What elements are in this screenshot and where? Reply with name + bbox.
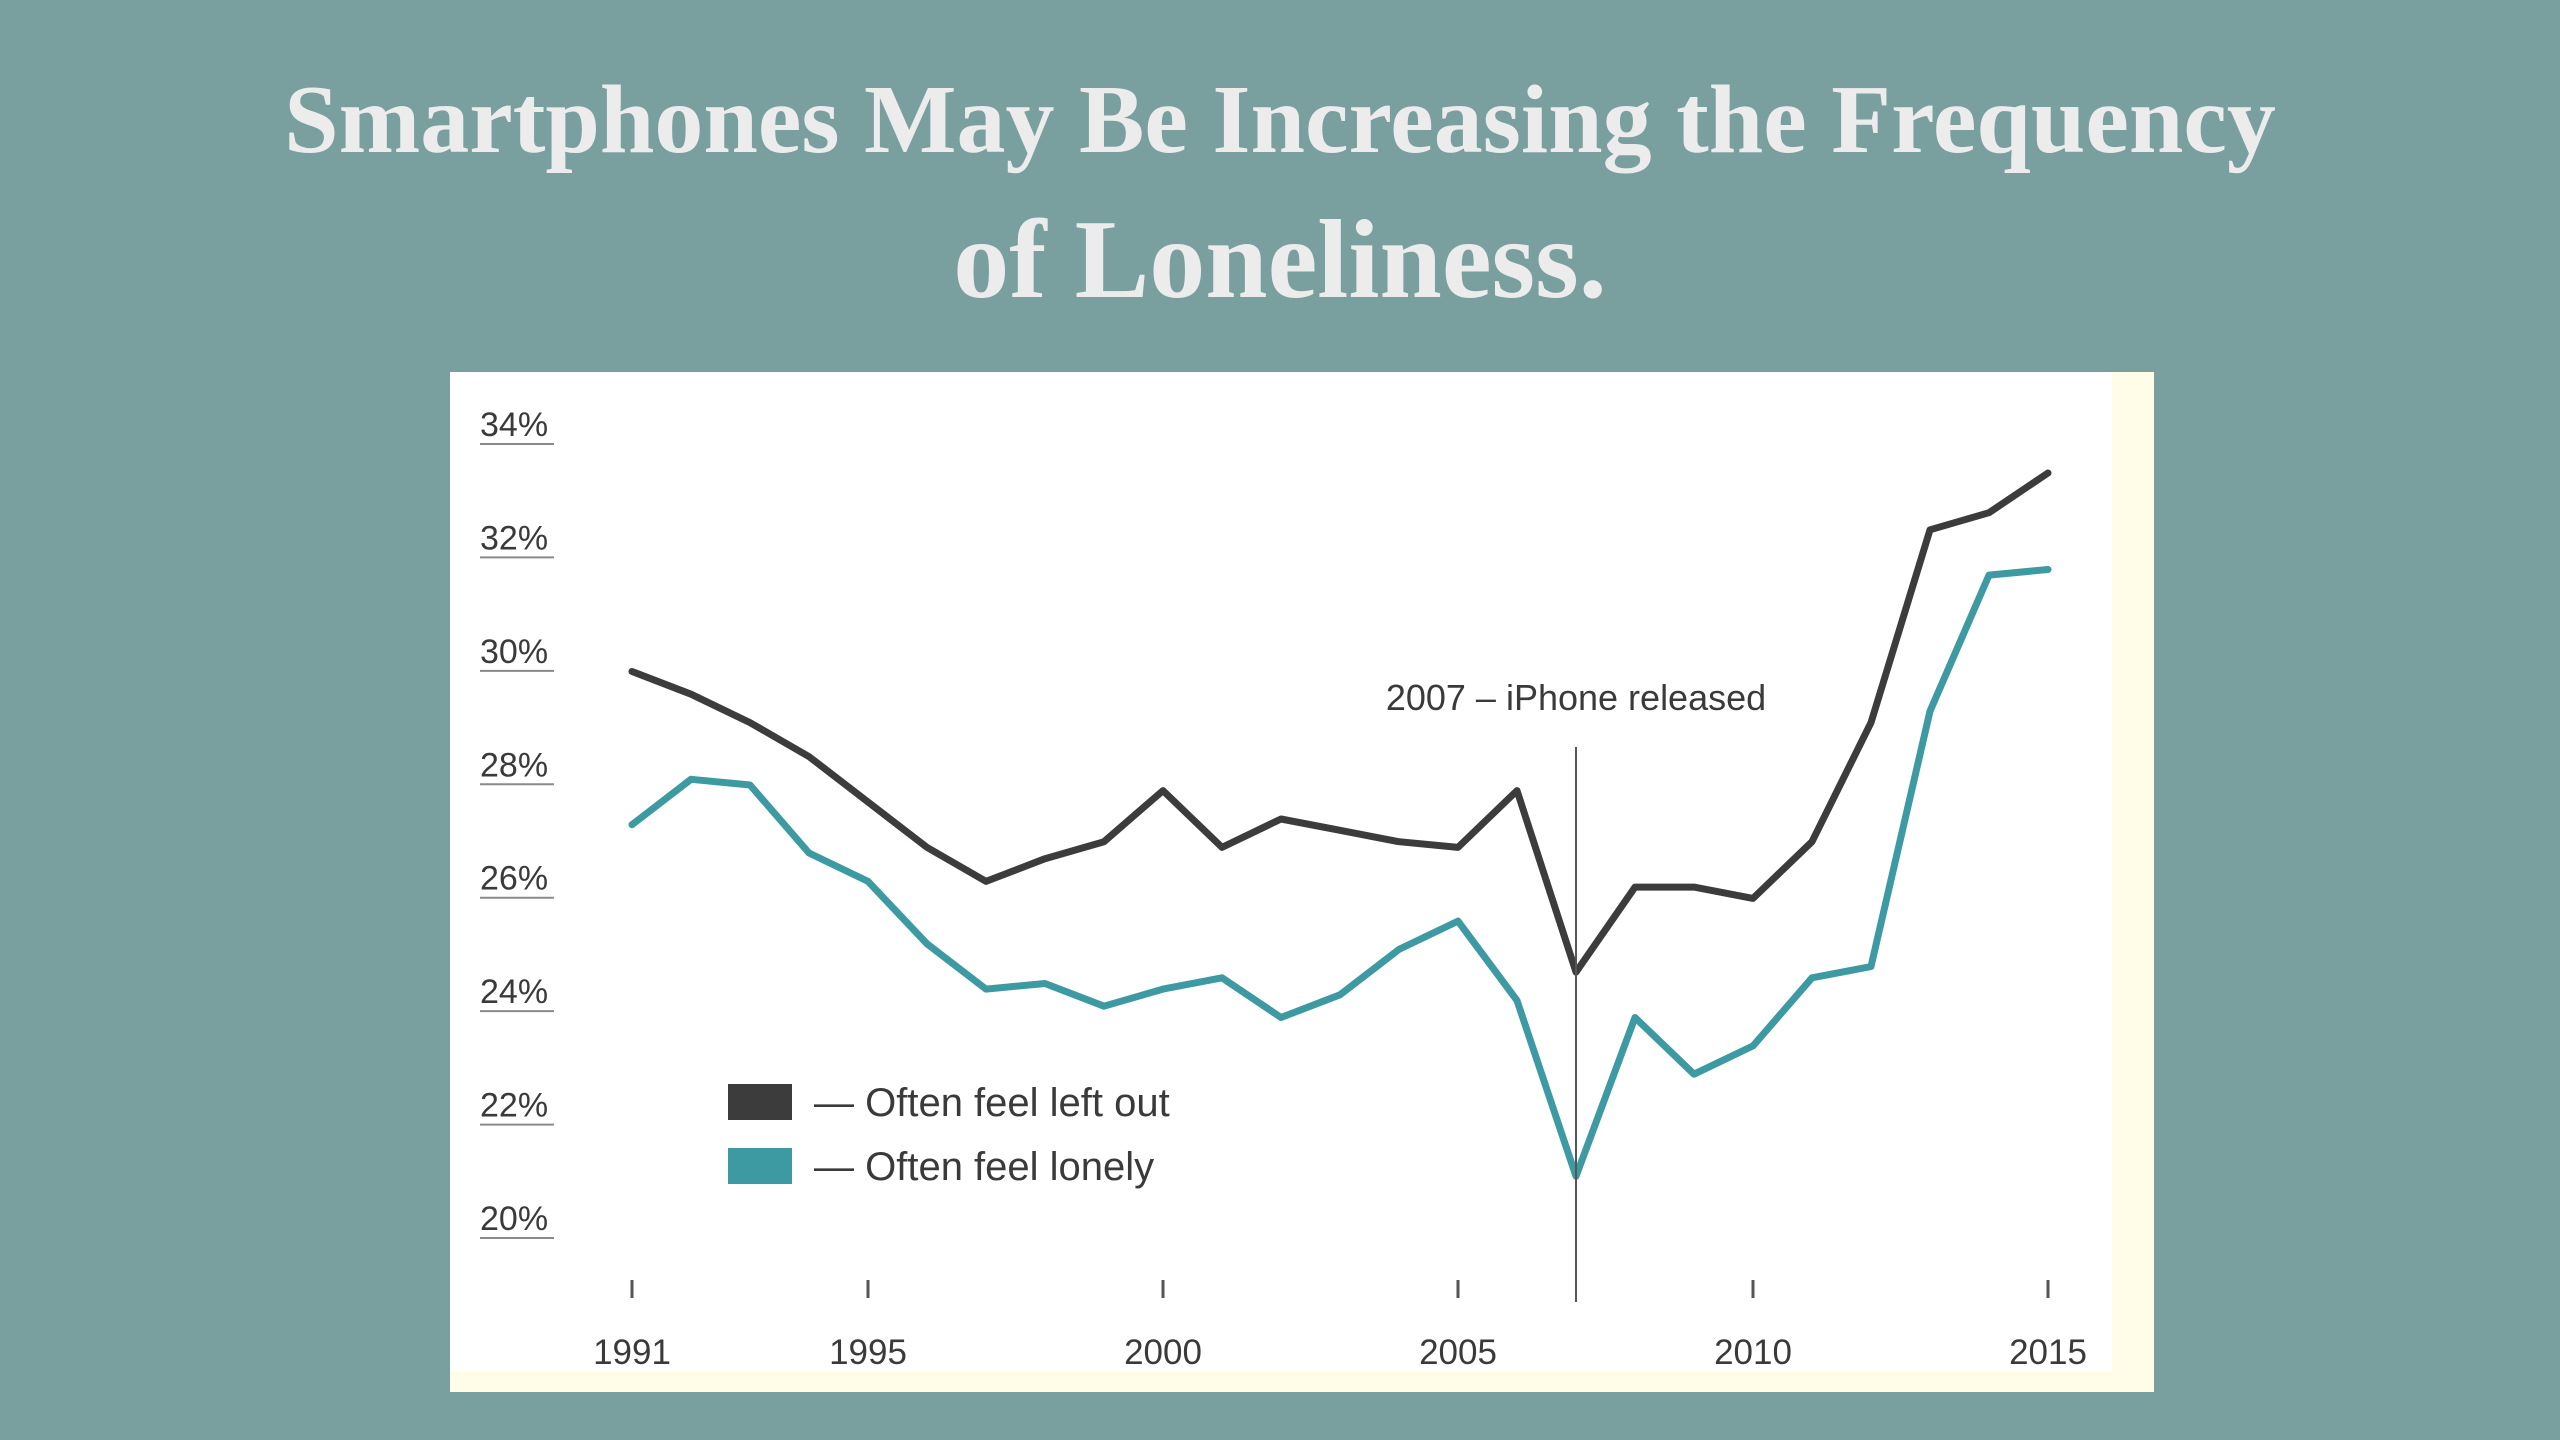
x-tick-label: 1991 bbox=[593, 1333, 671, 1372]
x-tick-label: 2015 bbox=[2009, 1333, 2087, 1372]
legend-swatch-lonely bbox=[728, 1148, 792, 1184]
title-line-2: of Loneliness. bbox=[953, 198, 1607, 322]
chart-plot-background bbox=[450, 372, 2112, 1372]
series-line-left-out bbox=[628, 469, 2052, 976]
series-line-lonely bbox=[628, 566, 2052, 1180]
y-tick-label: 30% bbox=[480, 633, 548, 671]
line-chart: 34% 32% 30% 28% 26% 24% 22% 20% 1991 1995 2000 2005… bbox=[450, 372, 2112, 1372]
y-tick-label: 34% bbox=[480, 406, 548, 444]
y-tick-label: 22% bbox=[480, 1087, 548, 1125]
x-tick-label: 1995 bbox=[829, 1333, 907, 1372]
legend-label-left-out: — Often feel left out bbox=[814, 1081, 1170, 1125]
y-tick-label: 28% bbox=[480, 746, 548, 784]
y-tick-label: 32% bbox=[480, 519, 548, 557]
legend-label-lonely: — Often feel lonely bbox=[814, 1145, 1154, 1189]
iphone-annotation-label: 2007 – iPhone released bbox=[1386, 677, 1766, 718]
slide-title: Smartphones May Be Increasing the Freque… bbox=[0, 50, 2560, 330]
chart-card: 34% 32% 30% 28% 26% 24% 22% 20% 1991 1995 2000 2005… bbox=[450, 372, 2154, 1392]
x-tick-label: 2010 bbox=[1714, 1333, 1792, 1372]
y-tick-label: 24% bbox=[480, 973, 548, 1011]
title-line-1: Smartphones May Be Increasing the Freque… bbox=[284, 66, 2276, 174]
x-tick-label: 2000 bbox=[1124, 1333, 1202, 1372]
y-tick-label: 20% bbox=[480, 1200, 548, 1238]
y-tick-label: 26% bbox=[480, 860, 548, 898]
legend-swatch-left-out bbox=[728, 1084, 792, 1120]
x-tick-label: 2005 bbox=[1419, 1333, 1497, 1372]
